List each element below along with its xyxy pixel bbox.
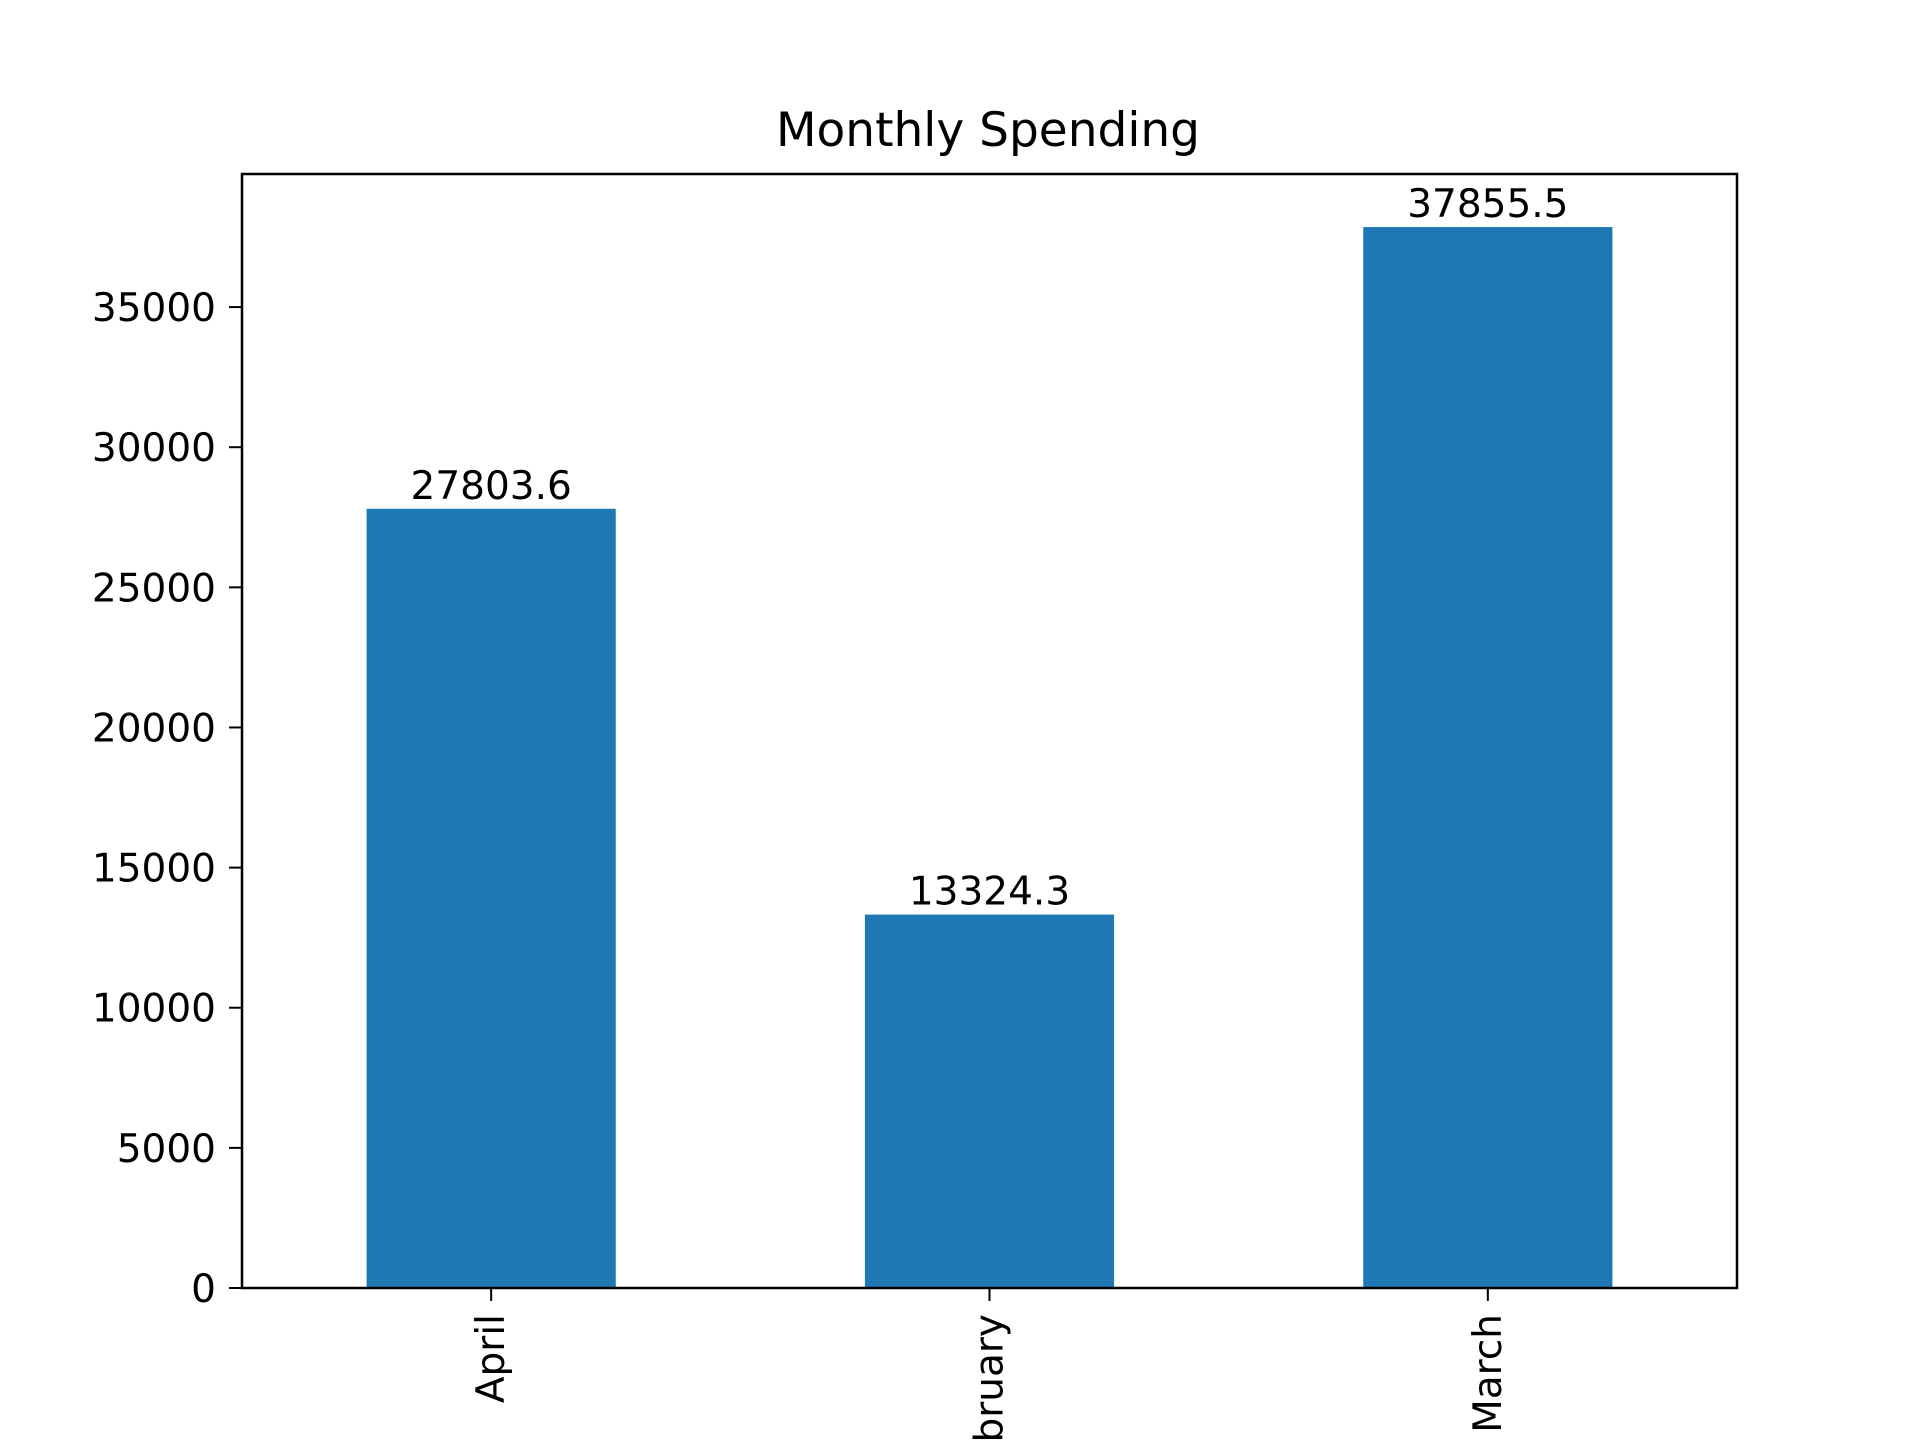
bars-group (366, 227, 1613, 1288)
bar-1 (864, 914, 1115, 1288)
bar-value-label-0: 27803.6 (411, 464, 572, 509)
bar-0 (366, 508, 616, 1288)
plot-frame (240, 172, 1739, 1290)
x-tick-label-2: March (1466, 1314, 1511, 1433)
y-tick-label-3: 15000 (92, 847, 216, 892)
chart-title: Monthly Spending (776, 103, 1200, 158)
y-tick-label-4: 20000 (92, 706, 216, 751)
x-tick-label-1: February (968, 1314, 1013, 1440)
y-tick-label-7: 35000 (92, 286, 216, 331)
y-tick-label-5: 25000 (92, 566, 216, 611)
bar-2 (1363, 227, 1613, 1288)
bar-value-label-1: 13324.3 (909, 870, 1070, 915)
y-axis: 0 5000 10000 15000 20000 25000 30000 35000 (92, 286, 242, 1312)
y-tick-label-6: 30000 (92, 426, 216, 471)
bar-value-label-2: 37855.5 (1407, 182, 1568, 227)
x-axis: April February March (469, 1288, 1511, 1445)
x-tick-label-0: April (469, 1314, 514, 1403)
bar-labels-group: 27803.6 13324.3 37855.5 (411, 182, 1569, 915)
y-tick-label-1: 5000 (117, 1127, 216, 1172)
y-tick-label-2: 10000 (92, 987, 216, 1032)
y-tick-label-0: 0 (191, 1267, 216, 1312)
